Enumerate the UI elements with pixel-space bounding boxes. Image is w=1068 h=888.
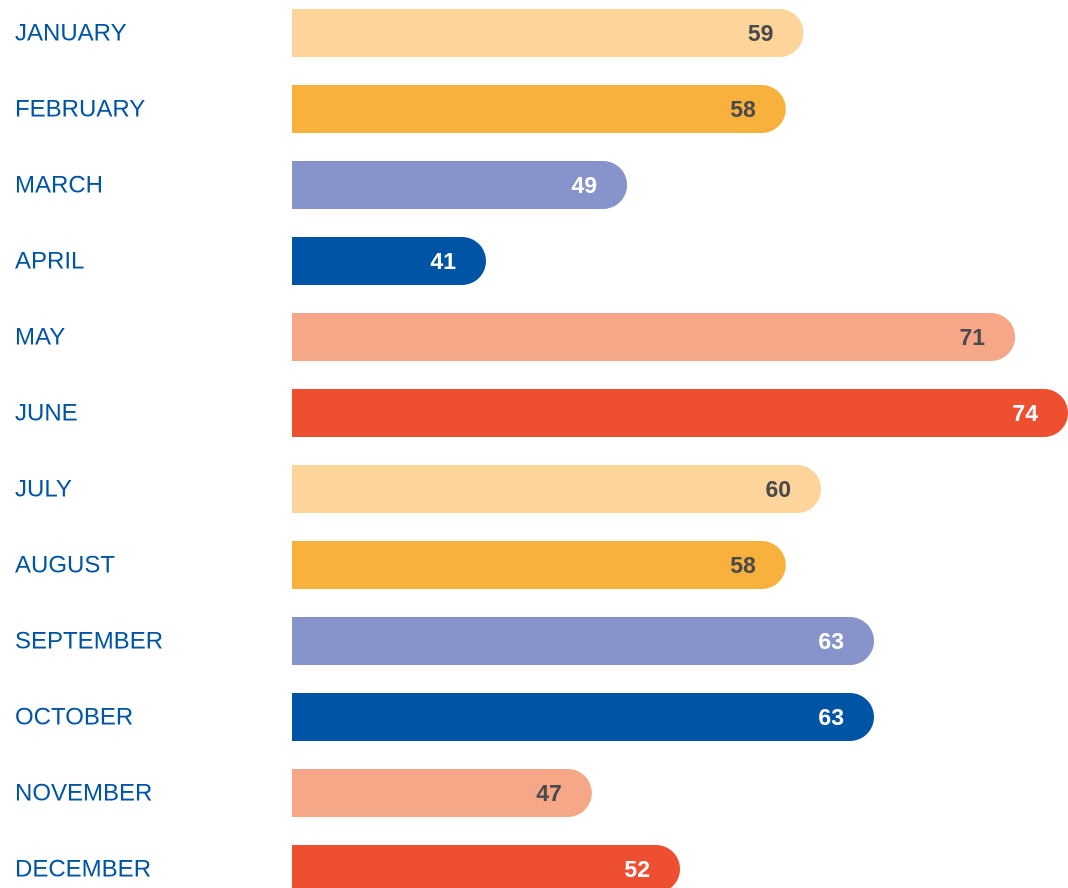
bar [292, 237, 486, 285]
category-label: MAY [15, 324, 65, 351]
value-label: 71 [959, 324, 985, 350]
category-label: FEBRUARY [15, 96, 145, 123]
value-label: 74 [1012, 400, 1038, 426]
value-label: 41 [430, 248, 456, 274]
value-label: 47 [536, 780, 562, 806]
bar [292, 845, 680, 888]
category-label: OCTOBER [15, 704, 133, 731]
value-label: 58 [730, 96, 756, 122]
bar [292, 617, 874, 665]
category-label: MARCH [15, 172, 103, 199]
value-label: 60 [765, 476, 791, 502]
category-label: APRIL [15, 248, 84, 275]
bar [292, 161, 628, 209]
category-label: NOVEMBER [15, 780, 152, 807]
category-label: JUNE [15, 400, 78, 427]
value-label: 63 [818, 704, 844, 730]
bar [292, 389, 1068, 437]
bar [292, 313, 1016, 361]
category-label: SEPTEMBER [15, 628, 163, 655]
category-label: DECEMBER [15, 856, 151, 883]
value-label: 63 [818, 628, 844, 654]
category-label: AUGUST [15, 552, 115, 579]
bar [292, 693, 874, 741]
value-label: 49 [571, 172, 597, 198]
value-label: 52 [624, 856, 650, 882]
bar [292, 465, 822, 513]
bar [292, 9, 804, 57]
bar [292, 541, 786, 589]
value-label: 59 [748, 20, 774, 46]
category-label: JULY [15, 476, 72, 503]
value-label: 58 [730, 552, 756, 578]
category-label: JANUARY [15, 20, 127, 47]
bar [292, 769, 592, 817]
bar [292, 85, 786, 133]
